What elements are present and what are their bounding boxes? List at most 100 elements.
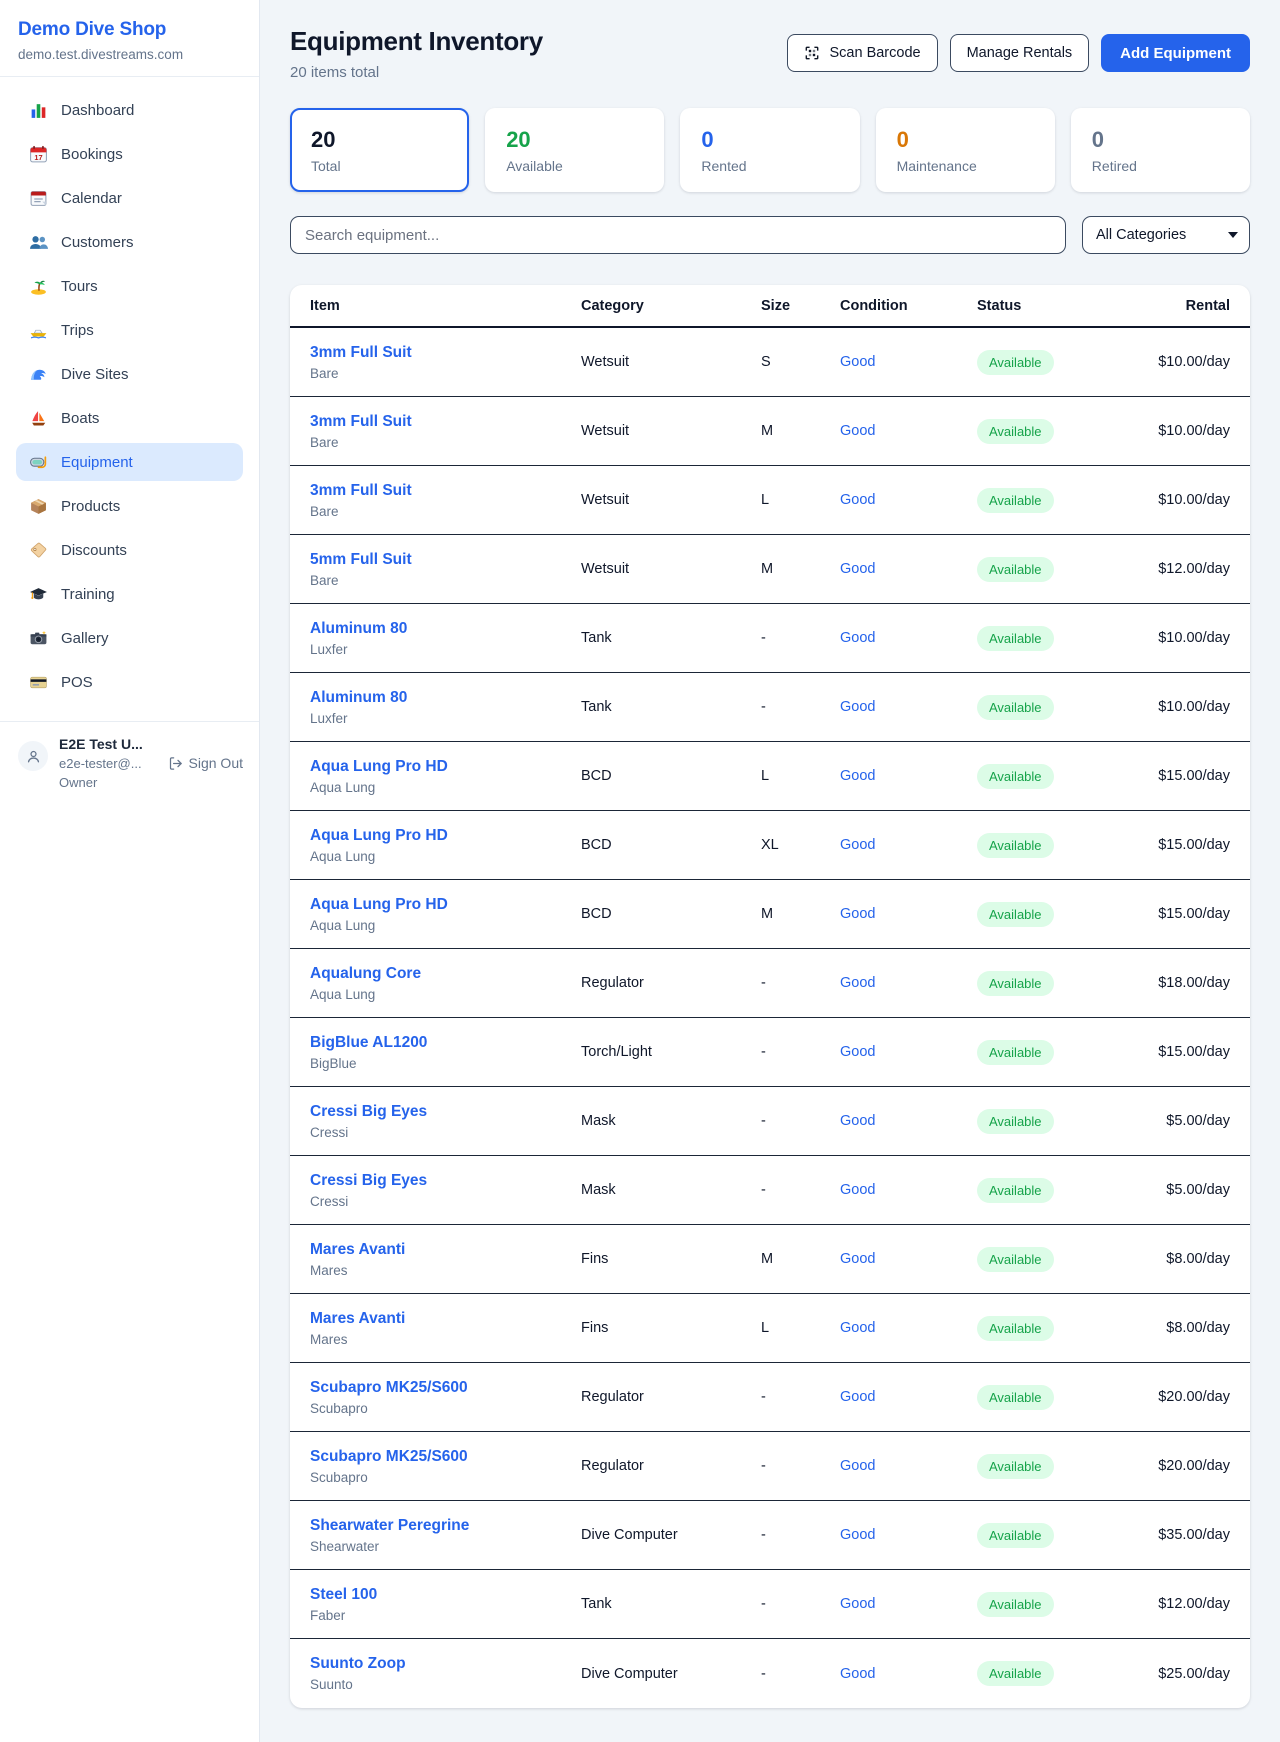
sidebar-item-discounts[interactable]: Discounts: [16, 531, 243, 569]
equipment-name-link[interactable]: 3mm Full Suit: [310, 343, 412, 361]
stat-card-rented[interactable]: 0 Rented: [680, 108, 860, 192]
equipment-name-link[interactable]: Scubapro MK25/S600: [310, 1447, 468, 1465]
rental-cell: $8.00/day: [1166, 1320, 1230, 1336]
equipment-name-link[interactable]: Steel 100: [310, 1585, 378, 1603]
sidebar-item-pos[interactable]: POS: [16, 663, 243, 701]
category-cell: Tank: [581, 630, 612, 646]
equipment-name-link[interactable]: Aluminum 80: [310, 619, 408, 637]
equipment-name-link[interactable]: Aqualung Core: [310, 964, 422, 982]
size-cell: -: [761, 1182, 766, 1198]
manage-rentals-button[interactable]: Manage Rentals: [949, 34, 1090, 72]
category-cell: Mask: [581, 1113, 616, 1129]
equipment-name-link[interactable]: 3mm Full Suit: [310, 481, 412, 499]
condition-link[interactable]: Good: [840, 423, 876, 439]
table-row: 5mm Full Suit Bare Wetsuit M Good Availa…: [290, 535, 1250, 604]
wave-icon: [28, 364, 48, 384]
equipment-name-link[interactable]: 3mm Full Suit: [310, 412, 412, 430]
equipment-brand: Aqua Lung: [310, 779, 376, 795]
rental-cell: $12.00/day: [1158, 561, 1230, 577]
equipment-name-link[interactable]: BigBlue AL1200: [310, 1033, 428, 1051]
equipment-name-link[interactable]: 5mm Full Suit: [310, 550, 412, 568]
rental-cell: $10.00/day: [1158, 354, 1230, 370]
table-header: Item Category Size Condition Status Rent…: [290, 285, 1250, 328]
condition-link[interactable]: Good: [840, 1665, 876, 1682]
status-badge: Available: [977, 1177, 1054, 1203]
condition-link[interactable]: Good: [840, 975, 876, 991]
equipment-name-link[interactable]: Aluminum 80: [310, 688, 408, 706]
sidebar-item-boats[interactable]: Boats: [16, 399, 243, 437]
category-cell: Regulator: [581, 1389, 644, 1405]
condition-link[interactable]: Good: [840, 1458, 876, 1474]
sidebar-item-dive-sites[interactable]: Dive Sites: [16, 355, 243, 393]
equipment-name-link[interactable]: Aqua Lung Pro HD: [310, 826, 448, 844]
rental-cell: $35.00/day: [1158, 1527, 1230, 1543]
equipment-name-link[interactable]: Cressi Big Eyes: [310, 1171, 428, 1189]
equipment-name-link[interactable]: Shearwater Peregrine: [310, 1516, 470, 1534]
add-equipment-button[interactable]: Add Equipment: [1101, 34, 1250, 72]
condition-link[interactable]: Good: [840, 1182, 876, 1198]
equipment-name-link[interactable]: Aqua Lung Pro HD: [310, 895, 448, 913]
condition-link[interactable]: Good: [840, 1251, 876, 1267]
category-select[interactable]: All Categories: [1082, 216, 1250, 254]
sidebar-item-products[interactable]: Products: [16, 487, 243, 525]
user-info: E2E Test U... e2e-tester@... Owner: [59, 736, 143, 790]
stat-card-available[interactable]: 20 Available: [485, 108, 665, 192]
equipment-name-link[interactable]: Suunto Zoop: [310, 1655, 406, 1672]
equipment-brand: Cressi: [310, 1124, 349, 1140]
table-row: 3mm Full Suit Bare Wetsuit S Good Availa…: [290, 328, 1250, 397]
camera-icon: [28, 628, 48, 648]
user-email: e2e-tester@...: [59, 756, 142, 771]
header-actions: Scan Barcode Manage Rentals Add Equipmen…: [787, 34, 1250, 72]
condition-link[interactable]: Good: [840, 354, 876, 370]
condition-link[interactable]: Good: [840, 561, 876, 577]
condition-link[interactable]: Good: [840, 1389, 876, 1405]
equipment-name-link[interactable]: Mares Avanti: [310, 1240, 406, 1258]
condition-link[interactable]: Good: [840, 1320, 876, 1336]
logout-icon: [169, 756, 182, 770]
col-header-condition: Condition: [840, 297, 908, 314]
stat-value: 20: [311, 127, 336, 152]
sidebar-item-gallery[interactable]: Gallery: [16, 619, 243, 657]
sign-out-button[interactable]: Sign Out: [168, 755, 243, 771]
condition-link[interactable]: Good: [840, 630, 876, 646]
equipment-name-link[interactable]: Cressi Big Eyes: [310, 1102, 428, 1120]
calendar-date-icon: 17: [28, 144, 48, 164]
equipment-name-link[interactable]: Mares Avanti: [310, 1309, 406, 1327]
scan-barcode-label: Scan Barcode: [829, 45, 921, 61]
items-total: 20 items total: [290, 64, 380, 81]
condition-link[interactable]: Good: [840, 837, 876, 853]
condition-link[interactable]: Good: [840, 492, 876, 508]
stat-card-total[interactable]: 20 Total: [290, 108, 470, 192]
sidebar-item-customers[interactable]: Customers: [16, 223, 243, 261]
table-row: Mares Avanti Mares Fins L Good Available…: [290, 1294, 1250, 1363]
equipment-name-link[interactable]: Scubapro MK25/S600: [310, 1378, 468, 1396]
sidebar-item-tours[interactable]: Tours: [16, 267, 243, 305]
search-input[interactable]: [290, 216, 1066, 254]
sidebar-item-dashboard[interactable]: Dashboard: [16, 91, 243, 129]
sidebar-item-equipment[interactable]: Equipment: [16, 443, 243, 481]
condition-link[interactable]: Good: [840, 1113, 876, 1129]
category-cell: Torch/Light: [581, 1044, 652, 1060]
scan-barcode-button[interactable]: Scan Barcode: [787, 34, 938, 72]
stat-card-maintenance[interactable]: 0 Maintenance: [875, 108, 1055, 192]
condition-link[interactable]: Good: [840, 1044, 876, 1060]
equipment-brand: Scubapro: [310, 1400, 368, 1416]
sidebar-item-bookings[interactable]: 17 Bookings: [16, 135, 243, 173]
condition-link[interactable]: Good: [840, 699, 876, 715]
status-badge: Available: [977, 901, 1054, 927]
condition-link[interactable]: Good: [840, 906, 876, 922]
condition-link[interactable]: Good: [840, 1527, 876, 1543]
stat-card-retired[interactable]: 0 Retired: [1070, 108, 1250, 192]
stat-label: Total: [311, 158, 341, 174]
stat-value: 0: [701, 127, 714, 152]
rental-cell: $8.00/day: [1166, 1251, 1230, 1267]
sidebar-item-trips[interactable]: Trips: [16, 311, 243, 349]
sidebar-item-training[interactable]: Training: [16, 575, 243, 613]
condition-link[interactable]: Good: [840, 768, 876, 784]
condition-link[interactable]: Good: [840, 1596, 876, 1612]
users-icon: [28, 232, 48, 252]
equipment-name-link[interactable]: Aqua Lung Pro HD: [310, 757, 448, 775]
tag-icon: [28, 540, 48, 560]
status-badge: Available: [977, 487, 1054, 513]
sidebar-item-calendar[interactable]: Calendar: [16, 179, 243, 217]
